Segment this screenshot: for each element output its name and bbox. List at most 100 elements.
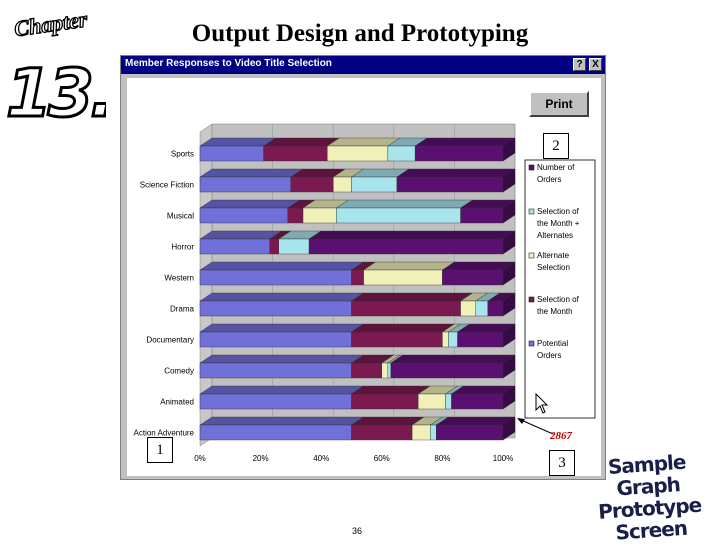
legend-swatch xyxy=(528,252,535,259)
bar-animated-number-of-orders xyxy=(451,393,504,410)
category-label: Animated xyxy=(160,398,194,407)
x-tick-label: 40% xyxy=(313,454,329,463)
bar-science-fiction-number-of-orders-top xyxy=(396,168,516,178)
bar-animated-potential-orders xyxy=(199,393,352,410)
bar-animated-selection-of-the-month-alternates xyxy=(445,393,452,410)
screen-label: Sample Graph Prototype Screen xyxy=(580,449,718,546)
bar-row-comedy xyxy=(199,354,516,379)
bar-comedy-potential-orders-top xyxy=(199,354,365,364)
legend-swatch xyxy=(528,340,535,347)
bar-end-science-fiction xyxy=(502,168,516,193)
category-label: Science Fiction xyxy=(140,181,194,190)
window-title-bar[interactable]: Member Responses to Video Title Selectio… xyxy=(121,56,605,74)
bar-western-potential-orders xyxy=(199,269,352,286)
bar-sports-potential-orders-top xyxy=(199,137,277,147)
x-tick-label: 20% xyxy=(253,454,269,463)
print-button[interactable]: Print xyxy=(529,91,589,117)
bar-animated-selection-of-the-month-top xyxy=(350,385,431,395)
chapter-number: 13. xyxy=(6,55,106,124)
bar-end-drama xyxy=(502,292,516,317)
bar-musical-potential-orders xyxy=(199,207,289,224)
bar-horror-number-of-orders-top xyxy=(308,230,516,240)
category-label: Action Adventure xyxy=(134,429,195,438)
bar-drama-selection-of-the-month-alternates xyxy=(475,300,489,317)
bar-comedy-selection-of-the-month xyxy=(351,362,382,379)
bar-end-musical xyxy=(502,199,516,224)
annotation-arrow-icon xyxy=(517,418,554,435)
bar-animated-alternate-selection xyxy=(417,393,446,410)
x-tick-label: 60% xyxy=(374,454,390,463)
bar-drama-number-of-orders xyxy=(487,300,504,317)
bar-western-potential-orders-top xyxy=(199,261,365,271)
bar-sports-alternate-selection-top xyxy=(326,137,401,147)
bar-sports-selection-of-the-month-top xyxy=(262,137,340,147)
bar-documentary-alternate-selection xyxy=(442,331,449,348)
bar-documentary-selection-of-the-month-top xyxy=(350,323,456,333)
bar-musical-number-of-orders xyxy=(460,207,504,224)
bar-comedy-selection-of-the-month-alternates xyxy=(387,362,392,379)
bar-row-musical xyxy=(199,199,516,224)
category-label: Musical xyxy=(167,212,194,221)
bar-documentary-selection-of-the-month-alternates xyxy=(448,331,458,348)
category-label: Documentary xyxy=(146,336,194,345)
legend-swatch xyxy=(528,296,535,303)
category-label: Western xyxy=(164,274,194,283)
bar-western-number-of-orders xyxy=(442,269,504,286)
bar-documentary-selection-of-the-month xyxy=(351,331,443,348)
bar-action-adventure-selection-of-the-month-alternates xyxy=(430,424,437,441)
chart: Sports Science Fiction Musical Horror Wester… xyxy=(134,123,596,463)
bar-horror-potential-orders-top xyxy=(199,230,283,240)
bar-row-documentary xyxy=(199,323,516,348)
bar-row-western xyxy=(199,261,516,286)
bar-science-fiction-number-of-orders xyxy=(396,176,504,193)
bar-row-sports xyxy=(199,137,516,162)
bar-horror-selection-of-the-month-alternates xyxy=(278,238,310,255)
bar-western-number-of-orders-top xyxy=(441,261,516,271)
callout-3: 3 xyxy=(549,450,575,476)
page-title: Output Design and Prototyping xyxy=(191,20,529,47)
bar-musical-potential-orders-top xyxy=(199,199,301,209)
legend-label: Selection of the Month xyxy=(537,295,580,316)
bar-sports-number-of-orders-top xyxy=(414,137,516,147)
bar-science-fiction-alternate-selection xyxy=(333,176,352,193)
x-tick-label: 100% xyxy=(493,454,513,463)
bar-row-drama xyxy=(199,292,516,317)
bar-science-fiction-potential-orders xyxy=(199,176,292,193)
help-button[interactable]: ? xyxy=(573,58,586,71)
bar-musical-selection-of-the-month-alternates xyxy=(336,207,461,224)
bar-action-adventure-potential-orders xyxy=(199,424,352,441)
bar-documentary-number-of-orders xyxy=(457,331,504,348)
bar-row-science-fiction xyxy=(199,168,516,193)
bar-action-adventure-number-of-orders-top xyxy=(435,416,516,426)
bar-end-sports xyxy=(502,137,516,162)
bar-documentary-potential-orders xyxy=(199,331,352,348)
bar-row-horror xyxy=(199,230,516,255)
bar-sports-selection-of-the-month-alternates xyxy=(387,145,416,162)
bar-row-action-adventure xyxy=(199,416,516,441)
screen-label-line-2: Prototype Screen xyxy=(597,492,702,545)
x-tick-label: 0% xyxy=(194,454,206,463)
bar-sports-potential-orders xyxy=(199,145,264,162)
bar-science-fiction-selection-of-the-month-alternates xyxy=(351,176,398,193)
bar-horror-potential-orders xyxy=(199,238,270,255)
bar-end-comedy xyxy=(502,354,516,379)
callout-2: 2 xyxy=(543,133,569,159)
bar-horror-number-of-orders xyxy=(308,238,504,255)
bar-sports-number-of-orders xyxy=(414,145,504,162)
bar-end-documentary xyxy=(502,323,516,348)
category-label: Drama xyxy=(170,305,195,314)
bar-animated-selection-of-the-month xyxy=(351,393,419,410)
legend-label: Number of Orders xyxy=(537,163,575,184)
bar-end-animated xyxy=(502,385,516,410)
bar-row-animated xyxy=(199,385,516,410)
bar-sports-selection-of-the-month xyxy=(263,145,328,162)
bar-musical-alternate-selection xyxy=(302,207,337,224)
bar-end-western xyxy=(502,261,516,286)
bar-comedy-number-of-orders xyxy=(390,362,504,379)
close-button[interactable]: X xyxy=(589,58,602,71)
bar-action-adventure-alternate-selection xyxy=(411,424,431,441)
bar-drama-selection-of-the-month-top xyxy=(350,292,474,302)
bar-drama-potential-orders-top xyxy=(199,292,365,302)
bar-action-adventure-selection-of-the-month-top xyxy=(350,416,425,426)
bar-action-adventure-selection-of-the-month xyxy=(351,424,413,441)
